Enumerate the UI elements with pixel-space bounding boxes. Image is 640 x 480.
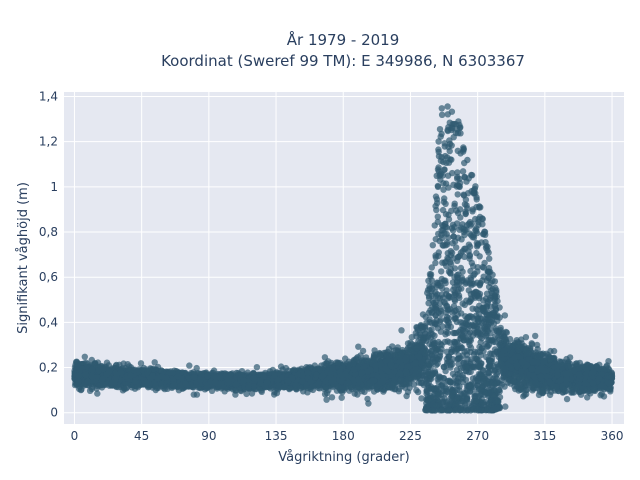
data-point [487,325,494,332]
data-point [419,311,427,318]
data-point [443,348,451,355]
data-point [328,394,336,401]
data-point [151,359,158,366]
data-point [282,364,290,372]
data-point [323,360,330,367]
data-point [438,268,445,275]
data-point [435,138,442,145]
data-point [459,168,467,175]
data-point [434,218,441,226]
data-point [323,396,330,403]
data-point [438,105,445,112]
data-point [413,387,420,394]
data-point [361,388,368,396]
data-point [439,285,446,292]
data-point [473,249,480,257]
data-point [478,345,485,352]
data-point [338,394,345,401]
data-point [429,242,436,249]
data-point [94,390,101,397]
data-point [441,195,448,202]
data-point [438,111,446,119]
data-point [433,283,440,291]
data-point [446,259,454,266]
data-point [444,103,451,110]
data-point [446,119,453,126]
data-point [563,395,571,403]
data-point [435,230,442,238]
chart-title-group: År 1979 - 2019 Koordinat (Sweref 99 TM):… [161,30,525,70]
data-point [451,296,458,303]
data-point [354,391,361,398]
data-point [501,312,509,319]
data-point [432,259,439,267]
chart-title-line-1: År 1979 - 2019 [287,30,400,49]
data-point [467,267,474,275]
data-point [454,169,461,176]
data-point [469,305,476,312]
chart-title-line-2: Koordinat (Sweref 99 TM): E 349986, N 63… [161,52,525,70]
data-points [71,103,616,414]
data-point [496,304,503,311]
data-point [444,172,452,179]
data-point [208,387,216,394]
data-point [186,362,193,369]
data-point [253,364,261,371]
data-point [441,166,448,173]
data-point [137,360,145,367]
data-point [355,343,362,350]
data-point [81,353,89,360]
data-point [398,327,405,334]
